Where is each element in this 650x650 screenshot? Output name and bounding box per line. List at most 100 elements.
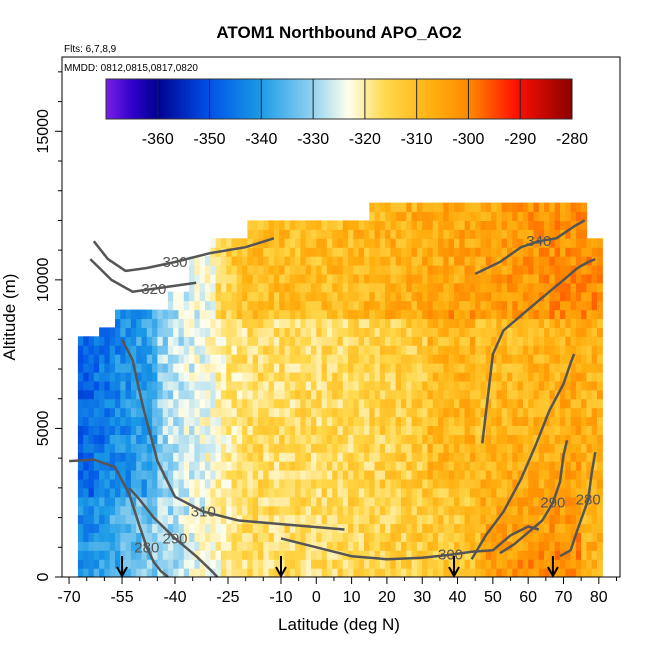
heatmap-cell (401, 318, 407, 328)
heatmap-cell (448, 425, 455, 435)
heatmap-cell (379, 568, 386, 577)
heatmap-cell (136, 309, 143, 320)
heatmap-cell (167, 496, 174, 507)
heatmap-cell (215, 389, 222, 400)
heatmap-cell (507, 265, 513, 275)
heatmap-cell (210, 265, 217, 275)
heatmap-cell (390, 336, 397, 346)
heatmap-cell (342, 434, 349, 444)
heatmap-cell (422, 220, 429, 230)
heatmap-cell (353, 443, 360, 453)
heatmap-cell (268, 309, 275, 320)
heatmap-cell (305, 416, 312, 426)
heatmap-cell (236, 389, 243, 400)
heatmap-cell (231, 478, 238, 489)
heatmap-cell (544, 256, 550, 266)
heatmap-cell (438, 568, 444, 577)
heatmap-cell (549, 550, 556, 560)
heatmap-cell (247, 318, 254, 328)
heatmap-cell (273, 568, 280, 577)
heatmap-cell (538, 416, 545, 426)
heatmap-cell (443, 407, 450, 418)
heatmap-cell (591, 496, 598, 507)
heatmap-cell (326, 550, 333, 560)
heatmap-cell (146, 318, 153, 328)
heatmap-cell (316, 345, 323, 355)
heatmap-cell (162, 487, 169, 498)
heatmap-cell (485, 398, 492, 409)
heatmap-cell (501, 345, 508, 355)
heatmap-cell (358, 523, 365, 533)
heatmap-cell (422, 425, 429, 435)
heatmap-cell (332, 238, 339, 248)
heatmap-cell (385, 372, 391, 382)
heatmap-cell (83, 514, 90, 525)
heatmap-cell (311, 496, 317, 507)
heatmap-cell (496, 425, 503, 435)
heatmap-cell (464, 505, 471, 516)
heatmap-cell (189, 425, 195, 435)
heatmap-cell (289, 425, 296, 435)
heatmap-cell (220, 452, 227, 462)
heatmap-cell (358, 380, 365, 391)
heatmap-cell (205, 461, 211, 471)
heatmap-cell (459, 514, 466, 525)
heatmap-cell (432, 247, 439, 257)
heatmap-cell (549, 300, 556, 311)
heatmap-cell (215, 291, 222, 302)
heatmap-cell (416, 461, 423, 471)
heatmap-cell (220, 398, 227, 409)
x-tick-label: -10 (269, 589, 292, 606)
heatmap-cell (427, 407, 434, 418)
heatmap-cell (289, 559, 296, 569)
heatmap-cell (485, 363, 492, 373)
heatmap-cell (443, 238, 450, 248)
heatmap-cell (411, 265, 418, 275)
heatmap-cell (242, 407, 248, 418)
heatmap-cell (284, 363, 291, 373)
heatmap-cell (152, 434, 158, 444)
heatmap-cell (501, 416, 508, 426)
heatmap-cell (268, 461, 275, 471)
heatmap-cell (99, 496, 105, 507)
heatmap-cell (258, 309, 264, 320)
heatmap-cell (565, 229, 572, 239)
heatmap-cell (427, 496, 434, 507)
heatmap-cell (220, 505, 227, 516)
heatmap-cell (295, 265, 301, 275)
heatmap-cell (295, 282, 301, 293)
heatmap-cell (120, 452, 127, 462)
heatmap-cell (432, 327, 439, 337)
heatmap-cell (522, 273, 529, 284)
heatmap-cell (130, 345, 137, 355)
heatmap-cell (141, 478, 148, 489)
heatmap-cell (220, 487, 227, 498)
heatmap-cell (115, 550, 121, 560)
heatmap-cell (194, 398, 201, 409)
heatmap-cell (469, 282, 476, 293)
heatmap-cell (353, 363, 360, 373)
heatmap-cell (464, 568, 471, 577)
heatmap-cell (88, 514, 95, 525)
heatmap-cell (220, 256, 227, 266)
heatmap-cell (300, 372, 307, 382)
heatmap-cell (385, 229, 391, 239)
heatmap-cell (522, 398, 529, 409)
heatmap-cell (194, 273, 201, 284)
heatmap-cell (459, 461, 466, 471)
heatmap-cell (565, 345, 572, 355)
heatmap-cell (560, 300, 566, 311)
heatmap-cell (459, 523, 466, 533)
heatmap-cell (480, 291, 487, 302)
heatmap-cell (491, 443, 497, 453)
heatmap-cell (194, 461, 201, 471)
heatmap-cell (538, 318, 545, 328)
heatmap-cell (332, 345, 339, 355)
heatmap-cell (358, 568, 365, 577)
heatmap-cell (401, 309, 407, 320)
heatmap-cell (263, 532, 270, 542)
heatmap-cell (258, 247, 264, 257)
heatmap-cell (326, 470, 333, 480)
heatmap-cell (109, 363, 116, 373)
heatmap-cell (469, 568, 476, 577)
